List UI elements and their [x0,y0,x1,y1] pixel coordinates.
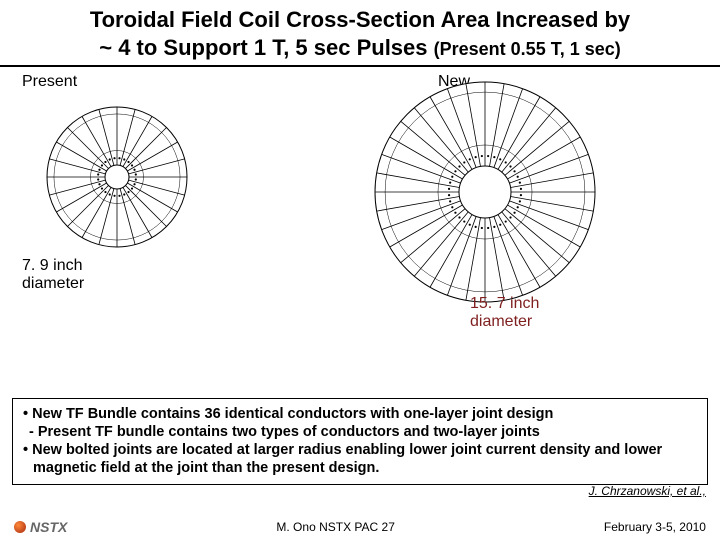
bullets-box: • New TF Bundle contains 36 identical co… [12,398,708,485]
present-diameter: 7. 9 inch diameter [22,257,84,294]
diagram-area: Present New 7. 9 inch diameter 15. 7 inc… [0,67,720,347]
new-diameter-val: 15. 7 inch [470,295,539,312]
attribution: J. Chrzanowski, et al., [589,484,706,498]
present-label: Present [22,73,77,91]
new-diameter: 15. 7 inch diameter [470,295,539,332]
footer: NSTX M. Ono NSTX PAC 27 February 3-5, 20… [0,514,720,540]
nstx-logo: NSTX [14,519,67,535]
title-line-2: ~ 4 to Support 1 T, 5 sec Pulses (Presen… [14,34,706,62]
slide-title: Toroidal Field Coil Cross-Section Area I… [0,0,720,67]
present-diameter-val: 7. 9 inch [22,257,82,274]
bullet-1: • New TF Bundle contains 36 identical co… [23,405,697,423]
new-diameter-unit: diameter [470,313,532,330]
nstx-logo-text: NSTX [30,519,67,535]
present-coil-diagram [42,102,192,252]
present-diameter-unit: diameter [22,275,84,292]
title-line-1: Toroidal Field Coil Cross-Section Area I… [14,6,706,34]
title-line-2-sub: (Present 0.55 T, 1 sec) [434,39,621,59]
title-line-2-main: ~ 4 to Support 1 T, 5 sec Pulses [99,35,433,60]
new-coil-diagram [370,77,600,307]
bullet-1-sub: - Present TF bundle contains two types o… [23,423,697,441]
footer-right: February 3-5, 2010 [604,520,706,534]
bullet-2: • New bolted joints are located at large… [23,441,697,477]
nstx-logo-icon [14,521,26,533]
footer-center: M. Ono NSTX PAC 27 [276,520,394,534]
